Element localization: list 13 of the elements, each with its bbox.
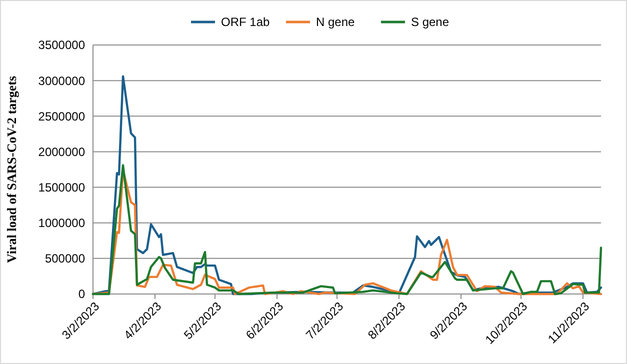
y-tick-label: 3500000 [38, 38, 86, 52]
y-axis-title: Viral load of SARS-CoV-2 targets [4, 76, 19, 264]
line-series [92, 75, 602, 296]
y-tick-label: 0 [78, 287, 86, 302]
legend-label: S gene [411, 15, 450, 30]
y-tick-label: 500000 [44, 252, 86, 266]
y-tick-label: 2000000 [38, 144, 86, 159]
legend-label: N gene [316, 15, 356, 30]
y-tick-label: 1500000 [38, 180, 86, 194]
y-tick-label: 1000000 [38, 216, 86, 230]
y-tick-label: 3000000 [38, 74, 86, 88]
y-tick-label: 2500000 [38, 109, 86, 124]
legend-label: ORF 1ab [221, 15, 270, 30]
